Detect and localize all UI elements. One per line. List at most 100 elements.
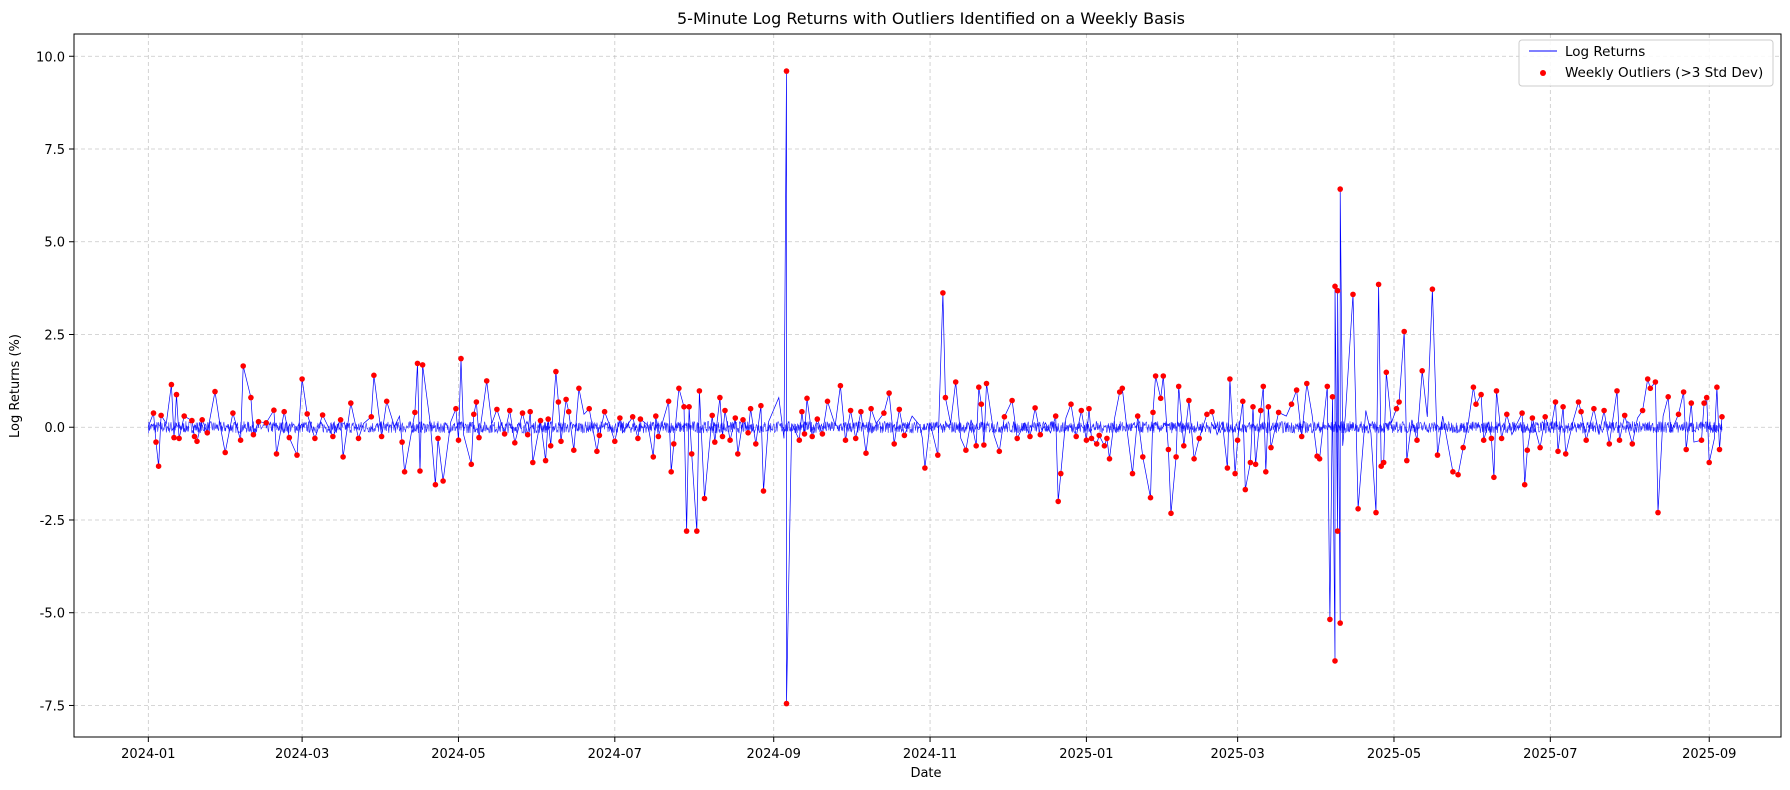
outlier-point xyxy=(371,372,377,379)
outlier-point xyxy=(237,437,244,444)
outlier-point xyxy=(1414,437,1420,444)
outlier-point xyxy=(1519,410,1525,416)
outlier-point xyxy=(222,449,228,456)
outlier-point xyxy=(1147,494,1154,501)
outlier-point xyxy=(852,435,859,442)
outlier-point xyxy=(612,438,618,445)
outlier-point xyxy=(719,433,726,440)
outlier-point xyxy=(665,398,672,405)
outlier-point xyxy=(819,431,826,437)
outlier-point xyxy=(1703,394,1710,401)
log-returns-line xyxy=(147,71,1723,704)
outlier-point xyxy=(1096,432,1102,439)
outlier-point xyxy=(453,405,459,412)
outlier-point xyxy=(1316,456,1323,462)
x-tick-label: 2025-07 xyxy=(1523,747,1577,762)
outlier-point xyxy=(1491,474,1497,481)
outlier-point xyxy=(576,385,582,392)
outlier-point xyxy=(1157,395,1164,402)
outlier-point xyxy=(804,395,810,402)
outlier-point xyxy=(1606,441,1613,447)
outlier-point xyxy=(868,405,874,412)
outlier-point xyxy=(709,412,715,419)
outlier-point xyxy=(199,417,205,423)
outlier-point xyxy=(694,528,700,534)
outlier-point xyxy=(976,384,982,391)
y-tick-label: 10.0 xyxy=(36,50,65,65)
x-tick-label: 2025-05 xyxy=(1367,747,1421,762)
outlier-point xyxy=(1173,454,1179,460)
outlier-point xyxy=(886,390,892,396)
outlier-point xyxy=(837,382,844,389)
outlier-point xyxy=(847,407,854,414)
outlier-point xyxy=(1265,404,1272,410)
outlier-point xyxy=(312,435,318,442)
outlier-point xyxy=(281,408,288,415)
outlier-point xyxy=(1429,286,1436,293)
outlier-point xyxy=(891,441,897,447)
outlier-point xyxy=(783,700,790,707)
outlier-point xyxy=(1493,388,1500,394)
outlier-point xyxy=(412,409,418,416)
outlier-point xyxy=(271,407,277,414)
outlier-point xyxy=(586,405,592,412)
legend-frame xyxy=(1518,39,1774,87)
x-tick-label: 2024-05 xyxy=(431,747,485,762)
outlier-point xyxy=(1152,373,1159,379)
outlier-point xyxy=(1232,470,1238,477)
outlier-point xyxy=(191,433,198,440)
outlier-point xyxy=(1601,407,1607,414)
outlier-point xyxy=(1683,446,1689,453)
y-tick-label: -5.0 xyxy=(40,607,65,622)
outlier-point xyxy=(1375,281,1382,288)
outlier-point xyxy=(1234,437,1241,444)
outlier-point xyxy=(1247,459,1254,466)
outlier-point xyxy=(1288,401,1295,408)
outlier-point xyxy=(1175,383,1182,390)
outlier-point xyxy=(1001,414,1008,420)
outlier-point xyxy=(963,447,969,454)
outlier-point xyxy=(727,437,733,444)
outlier-point xyxy=(1168,510,1174,517)
outlier-point xyxy=(1332,658,1338,664)
outlier-point xyxy=(901,432,908,439)
outlier-point xyxy=(1088,435,1095,442)
outlier-point xyxy=(601,408,608,415)
outlier-point xyxy=(1119,385,1126,392)
outlier-point xyxy=(683,528,690,534)
outlier-point xyxy=(688,451,695,457)
outlier-point xyxy=(299,376,305,382)
outlier-point xyxy=(1639,407,1646,414)
outlier-point xyxy=(153,439,159,445)
outlier-point xyxy=(524,431,531,438)
outlier-point xyxy=(1293,387,1300,393)
outlier-point xyxy=(194,438,200,445)
outlier-point xyxy=(655,433,662,440)
legend: Log Returns Weekly Outliers (>3 Std Dev) xyxy=(1518,39,1774,87)
outlier-point xyxy=(547,443,554,449)
outlier-point xyxy=(1373,509,1379,516)
outlier-point xyxy=(1460,444,1466,451)
outlier-point xyxy=(922,465,928,471)
outlier-point xyxy=(1263,469,1269,475)
outlier-point xyxy=(1591,405,1597,412)
y-tick-label: -7.5 xyxy=(40,699,65,714)
outlier-point xyxy=(512,440,518,446)
outlier-point xyxy=(1393,405,1400,412)
outlier-point xyxy=(1675,411,1682,418)
outlier-point xyxy=(799,408,805,415)
outlier-point xyxy=(419,362,426,368)
outlier-point xyxy=(1086,405,1092,412)
outlier-point xyxy=(1073,433,1079,440)
outlier-point xyxy=(294,452,300,458)
outlier-point xyxy=(519,410,526,416)
legend-dot-swatch xyxy=(1540,70,1546,76)
outlier-point xyxy=(483,378,490,384)
outlier-point xyxy=(1334,528,1341,534)
outlier-point xyxy=(1227,376,1233,382)
outlier-point xyxy=(476,434,482,441)
outlier-point xyxy=(935,452,941,458)
outlier-point xyxy=(1257,407,1264,414)
outlier-point xyxy=(230,410,236,416)
